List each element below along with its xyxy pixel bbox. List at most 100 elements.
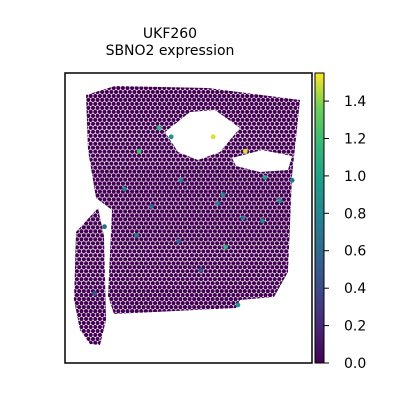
tissue-spot (249, 237, 254, 242)
tissue-spot (134, 301, 139, 306)
tissue-spot (274, 89, 280, 95)
tissue-spot (199, 277, 204, 282)
tissue-spot (258, 324, 263, 330)
tissue-spot (100, 281, 105, 286)
tissue-spot (224, 328, 229, 334)
tissue-spot (182, 177, 188, 182)
tissue-spot (125, 101, 130, 106)
tissue-spot (95, 273, 100, 278)
tissue-spot (228, 201, 234, 206)
tissue-spot (217, 157, 222, 162)
tissue-spot (233, 177, 238, 182)
tissue-spot (185, 229, 190, 234)
tissue-spot (141, 193, 146, 198)
tissue-spot (146, 145, 151, 150)
tissue-spot (116, 245, 121, 250)
tissue-spot (68, 281, 72, 285)
tissue-spot (272, 221, 277, 226)
tissue-spot (155, 97, 160, 102)
tissue-spot (228, 185, 234, 190)
tissue-spot (171, 221, 176, 226)
tissue-spot (291, 157, 296, 162)
tissue-spot (169, 344, 174, 345)
tissue-spot (247, 336, 252, 342)
tissue-spot (130, 93, 135, 99)
tissue-spot (74, 336, 77, 342)
tissue-spot (102, 149, 107, 154)
tissue-spot (265, 129, 270, 134)
tissue-spot (247, 225, 252, 230)
tissue-spot (86, 320, 91, 326)
tissue-spot (77, 193, 82, 198)
tissue-spot (182, 225, 188, 230)
tissue-spot (84, 205, 89, 210)
tissue-spot (109, 249, 114, 254)
tissue-spot (153, 86, 158, 91)
tissue-spot (219, 97, 224, 102)
tissue-spot (254, 109, 259, 114)
tissue-spot (162, 285, 167, 290)
tissue-spot (123, 336, 128, 342)
tissue-spot (102, 213, 107, 218)
tissue-spot (235, 253, 240, 258)
tissue-spot (242, 209, 247, 214)
tissue-spot (185, 269, 190, 274)
tissue-spot (247, 233, 252, 238)
tissue-spot (127, 328, 132, 334)
tissue-spot (169, 281, 174, 286)
tissue-spot (196, 273, 201, 278)
tissue-spot (86, 289, 91, 294)
tissue-spot (228, 289, 234, 294)
tissue-spot (111, 324, 116, 330)
tissue-spot (116, 301, 121, 306)
tissue-spot (148, 181, 153, 186)
tissue-spot (284, 289, 289, 294)
tissue-spot (251, 344, 257, 345)
tissue-spot (180, 245, 185, 250)
tissue-spot (157, 277, 162, 282)
tissue-spot (274, 201, 280, 206)
tissue-spot (171, 117, 176, 122)
tissue-spot (242, 113, 247, 118)
tissue-spot (173, 257, 178, 262)
tissue-spot (279, 105, 284, 110)
tissue-spot (265, 273, 270, 278)
tissue-spot (125, 189, 130, 194)
tissue-spot (81, 177, 86, 182)
tissue-spot (171, 261, 176, 266)
tissue-spot (150, 344, 155, 345)
tissue-spot (201, 281, 206, 286)
tissue-spot (113, 185, 119, 190)
tissue-spot (109, 273, 114, 278)
tissue-spot (81, 161, 86, 166)
tissue-spot (127, 265, 132, 270)
tissue-spot (139, 332, 144, 338)
tissue-spot (196, 297, 201, 302)
tissue-spot (288, 257, 293, 262)
tissue-spot (90, 312, 96, 318)
tissue-spot (249, 245, 254, 250)
tissue-spot (74, 165, 79, 170)
tissue-spot (164, 225, 169, 230)
tissue-spot (284, 177, 289, 182)
tissue-spot (286, 229, 291, 234)
tissue-spot (187, 336, 192, 342)
tissue-spot (256, 105, 261, 110)
tissue-spot (212, 197, 217, 202)
tissue-spot (139, 277, 144, 282)
tissue-spot (150, 193, 155, 198)
tissue-spot (123, 328, 128, 334)
tissue-spot (215, 161, 220, 166)
tissue-spot (88, 117, 93, 122)
tissue-spot (256, 241, 261, 246)
tissue-spot (231, 253, 236, 258)
tissue-spot (300, 182, 304, 186)
tissue-spot (247, 265, 252, 270)
tissue-spot (272, 285, 277, 290)
tissue-spot (265, 185, 270, 190)
tissue-spot (224, 305, 229, 310)
tissue-spot (212, 301, 217, 306)
tissue-spot (176, 285, 181, 290)
tissue-spot (217, 213, 222, 218)
tissue-spot (268, 141, 273, 146)
